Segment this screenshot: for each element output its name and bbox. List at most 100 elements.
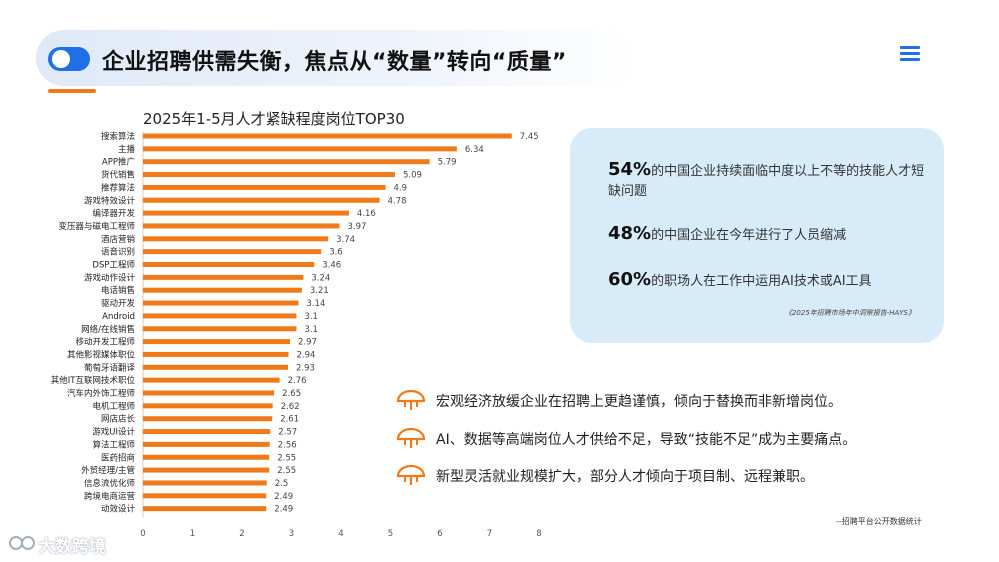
bar [143,159,430,165]
stats-source: 《2025年招聘市场年中洞察报告-HAYS》 [784,309,915,317]
category-label: 语音识别 [101,247,135,258]
page-title: 企业招聘供需失衡，焦点从“数量”转向“质量” [102,50,567,75]
x-tick-label: 4 [338,529,343,539]
x-tick-label: 6 [437,529,442,539]
bar [143,274,304,280]
value-label: 2.57 [278,428,297,438]
value-label: 2.93 [296,363,315,373]
umbrella-icon [396,464,426,485]
x-tick-label: 7 [487,529,492,539]
bar [143,506,267,512]
umbrella-icon [396,427,426,448]
bar [143,377,280,383]
value-label: 3.97 [348,222,367,232]
category-label: 外贸经理/主管 [81,465,135,476]
bullet-text: AI、数据等高端岗位人才供给不足，导致“技能不足”成为主要痛点。 [436,432,857,448]
bar [143,493,267,499]
bar [143,249,322,255]
category-label: 医药招商 [101,452,135,463]
value-label: 2.5 [275,479,289,489]
x-tick-label: 5 [388,529,393,539]
category-label: 其他影视媒体职位 [67,349,136,360]
value-label: 2.97 [298,338,317,348]
category-label: 编译器开发 [92,208,135,219]
category-label: 游戏特效设计 [84,195,136,206]
x-tick-label: 8 [536,529,541,539]
toggle-knob [52,50,70,68]
value-label: 2.61 [280,415,299,425]
value-label: 2.49 [274,505,293,515]
value-label: 5.09 [403,171,422,181]
stat-item: 48%的中国企业在今年进行了人员缩减 [608,224,928,246]
bar [143,197,380,203]
value-label: 6.34 [465,145,484,155]
stat-number: 54% [608,159,652,180]
category-label: 酒店营销 [101,234,136,245]
category-label: 游戏动作设计 [84,272,136,283]
bar [143,184,386,190]
value-label: 2.76 [288,376,307,386]
category-label: 汽车内外饰工程师 [67,388,136,399]
bar [143,416,273,422]
category-label: 网络/在线销售 [81,324,135,335]
bar [143,300,299,306]
bar [143,223,340,229]
watermark-logo-icon [9,536,35,550]
x-tick-label: 3 [289,529,294,539]
watermark: 大数跨境 [8,532,106,557]
category-label: DSP工程师 [92,260,135,271]
bar [143,287,302,293]
category-label: 游戏UI设计 [92,427,135,438]
category-label: 算法工程师 [92,439,135,450]
value-label: 3.74 [336,235,355,245]
value-label: 3.6 [329,248,343,258]
value-label: 4.16 [357,209,376,219]
stat-item: 54%的中国企业持续面临中度以上不等的技能人才短缺问题 [608,160,928,202]
category-label: 电机工程师 [92,401,135,412]
value-label: 2.55 [277,453,296,463]
category-label: 推荐算法 [101,182,135,193]
x-tick-label: 2 [239,529,244,539]
bar [143,467,270,473]
category-label: 电话销售 [101,285,135,296]
category-label: 货代销售 [101,170,135,181]
umbrella-icon [396,389,426,410]
data-source-note: --招聘平台公开数据统计 [836,517,922,526]
value-label: 2.56 [278,440,297,450]
category-label: Android [102,312,135,322]
bullet-text: 新型灵活就业规模扩大，部分人才倾向于项目制、远程兼职。 [436,469,814,485]
value-label: 3.46 [322,261,341,271]
bar [143,403,273,409]
value-label: 3.21 [310,286,329,296]
stat-text: 的中国企业在今年进行了人员缩减 [651,228,847,243]
stat-number: 48% [608,223,652,244]
value-label: 2.49 [274,492,293,502]
bar [143,133,512,139]
category-label: 主播 [118,144,136,155]
value-label: 3.1 [304,312,318,322]
bar [143,454,270,460]
bar [143,351,289,357]
bar [143,390,275,396]
category-label: 搜索算法 [101,131,135,142]
bar [143,146,457,152]
value-label: 2.94 [297,350,316,360]
value-label: 4.78 [388,196,407,206]
bar [143,429,271,435]
bar [143,441,270,447]
value-label: 2.62 [281,402,300,412]
value-label: 2.55 [277,466,296,476]
category-label: 变压器与磁电工程师 [58,221,135,232]
category-label: 移动开发工程师 [75,337,135,348]
hamburger-icon[interactable] [900,46,920,62]
x-tick-label: 1 [190,529,195,539]
stat-number: 60% [608,269,652,290]
bar [143,364,289,370]
bar [143,313,297,319]
bar [143,236,329,242]
stat-text: 的中国企业持续面临中度以上不等的技能人才短缺问题 [608,164,925,199]
category-label: 网店店长 [101,414,136,425]
value-label: 2.65 [282,389,301,399]
stat-text: 的职场人在工作中运用AI技术或AI工具 [651,274,872,289]
